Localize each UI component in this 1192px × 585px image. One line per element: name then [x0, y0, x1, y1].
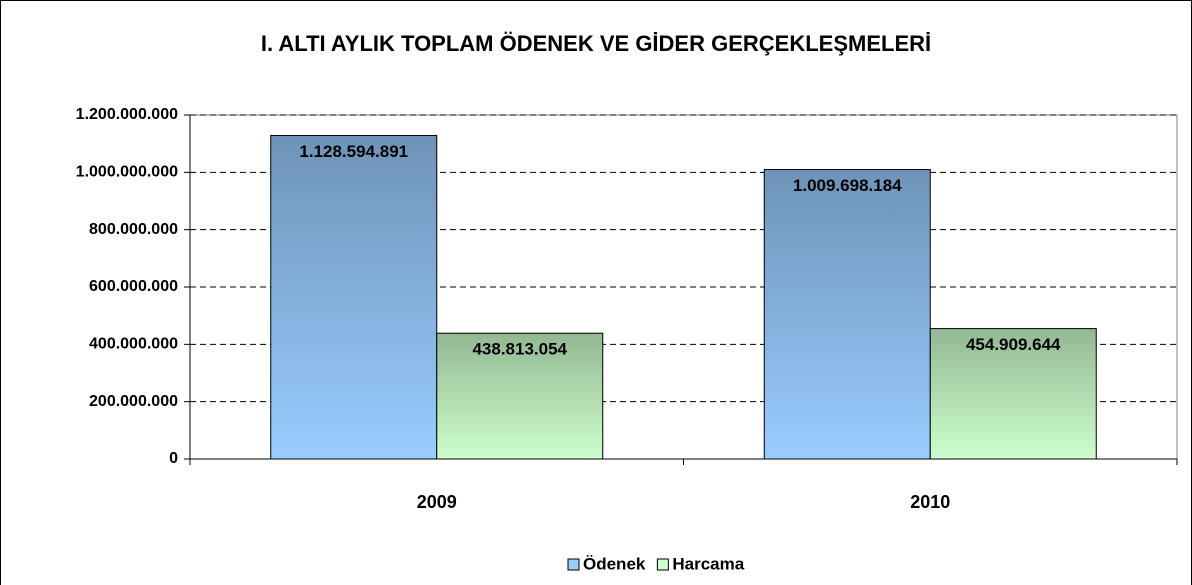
- bar: [436, 332, 604, 460]
- y-tick-label: 1.200.000.000: [76, 106, 178, 123]
- data-label: 1.009.698.184: [793, 176, 902, 195]
- bar: [929, 328, 1097, 460]
- legend-swatch: [656, 558, 669, 571]
- y-tick-label: 600.000.000: [89, 278, 178, 295]
- y-tick-label: 0: [169, 450, 178, 467]
- y-tick-label: 400.000.000: [89, 336, 178, 353]
- chart-title: I. ALTI AYLIK TOPLAM ÖDENEK VE GİDER GER…: [261, 31, 931, 56]
- bar: [270, 134, 438, 460]
- y-tick-label: 200.000.000: [89, 393, 178, 410]
- legend-label: Ödenek: [583, 554, 646, 573]
- y-tick-label: 800.000.000: [89, 221, 178, 238]
- legend-swatch: [567, 558, 580, 571]
- x-tick-label: 2009: [417, 492, 457, 512]
- y-tick-label: 1.000.000.000: [76, 164, 178, 181]
- data-label: 438.813.054: [472, 340, 567, 359]
- bar: [763, 169, 931, 460]
- data-label: 1.128.594.891: [299, 142, 408, 161]
- legend-label: Harcama: [672, 554, 744, 573]
- data-label: 454.909.644: [966, 335, 1061, 354]
- x-tick-label: 2010: [910, 492, 950, 512]
